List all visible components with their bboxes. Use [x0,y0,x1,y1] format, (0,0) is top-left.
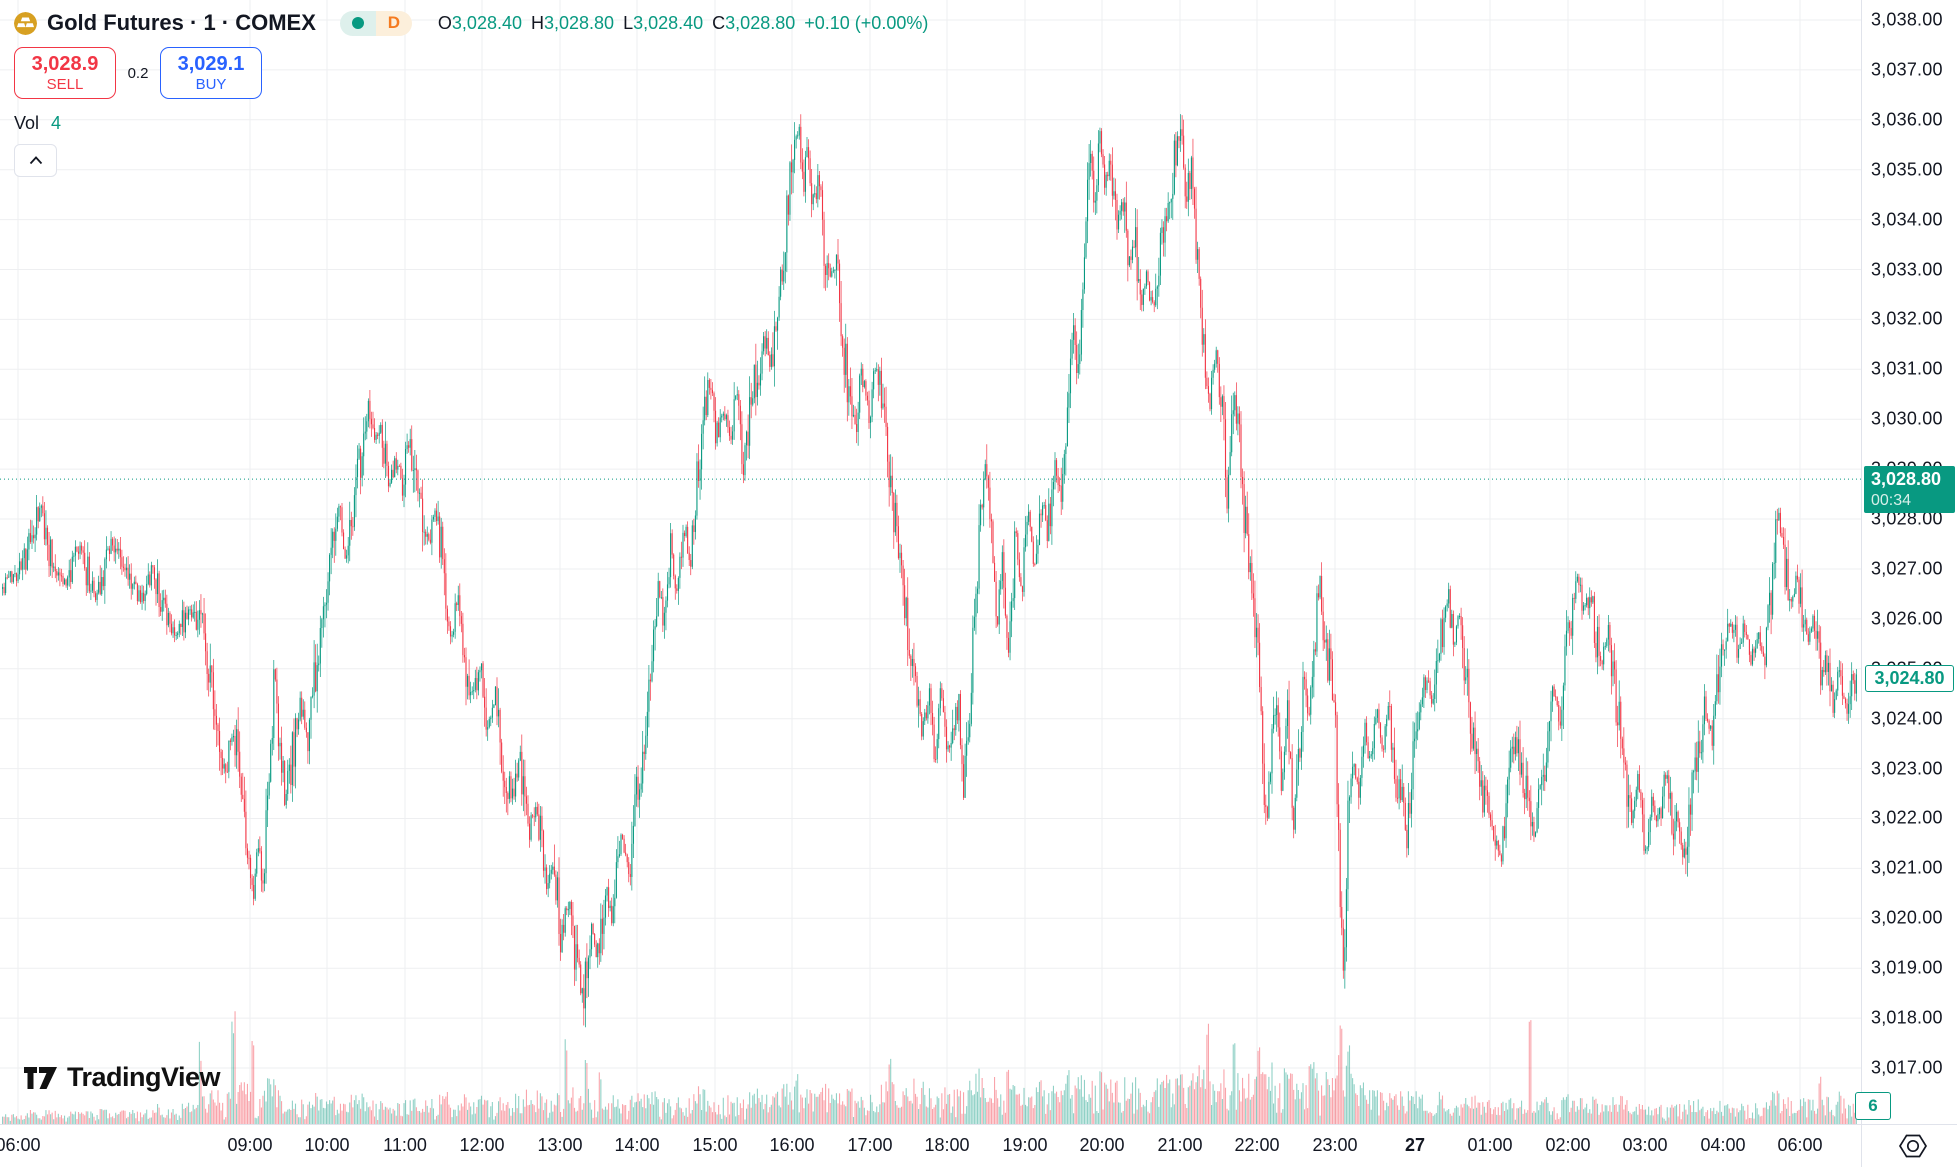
time-tick-label: 12:00 [459,1135,505,1155]
current-price-value: 3,028.80 [1871,469,1942,489]
chevron-up-icon [29,156,42,165]
time-tick-label: 16:00 [769,1135,815,1155]
price-axis[interactable]: 3,017.00 3,018.00 3,019.00 3,020.00 3,021.00… [1861,0,1957,1125]
time-tick-label: 09:00 [227,1135,273,1155]
time-tick-label: 10:00 [304,1135,350,1155]
time-tick-label: 04:00 [1700,1135,1746,1155]
change-value: +0.10 (+0.00%) [804,12,929,33]
price-tick-label: 3,022.00 [1871,807,1943,828]
buy-price: 3,029.1 [177,52,245,75]
price-tick-label: 3,030.00 [1871,408,1943,429]
price-tick-label: 3,035.00 [1871,159,1943,180]
price-tick-label: 3,032.00 [1871,308,1943,329]
price-tick-label: 3,028.00 [1871,508,1943,529]
price-tick-label: 3,020.00 [1871,907,1943,928]
price-tick-label: 3,019.00 [1871,957,1943,978]
time-tick-label: 06:00 [0,1135,41,1155]
price-tick-label: 3,031.00 [1871,358,1943,379]
time-axis[interactable]: 06:00 09:00 10:00 11:00 12:00 13:00 14:00 15:00… [0,1124,1862,1167]
pane-settings-icon[interactable] [1862,1125,1957,1167]
time-tick-label: 06:00 [1777,1135,1823,1155]
symbol-title[interactable]: Gold Futures · 1 · COMEX [47,10,316,35]
time-tick-label: 13:00 [537,1135,583,1155]
price-tick-label: 3,034.00 [1871,209,1943,230]
time-tick-label: 17:00 [847,1135,893,1155]
time-tick-label: 11:00 [383,1135,427,1155]
last-price-badge: 3,024.80 [1865,665,1954,692]
delayed-data-icon: D [375,10,412,36]
volume-label: Vol [14,113,40,133]
collapse-panel-button[interactable] [14,144,57,177]
volume-legend: Vol 4 [14,113,928,134]
sell-button[interactable]: 3,028.9 SELL [14,47,116,99]
time-tick-label: 27 [1404,1135,1426,1155]
ohlc-field: C3,028.80 [712,12,796,33]
time-tick-label: 20:00 [1079,1135,1125,1155]
time-tick-label: 19:00 [1002,1135,1048,1155]
ohlc-field: L3,028.40 [623,12,704,33]
price-tick-label: 3,037.00 [1871,59,1943,80]
price-tick-label: 3,026.00 [1871,608,1943,629]
axis-corner [1861,1124,1957,1167]
sell-price: 3,028.9 [31,52,99,75]
spread-value: 0.2 [127,64,149,82]
sell-label: SELL [46,75,84,93]
price-tick-label: 3,038.00 [1871,9,1943,30]
time-tick-label: 23:00 [1312,1135,1358,1155]
buy-label: BUY [195,75,227,93]
time-tick-label: 02:00 [1545,1135,1591,1155]
chart-legend: Gold Futures · 1 · COMEX D O3,028.40 H3,0… [14,8,928,177]
ohlc-values: O3,028.40 H3,028.80 L3,028.40 C3,028.80 +0.1… [438,13,928,34]
volume-axis-badge: 6 [1855,1092,1891,1120]
tradingview-logo-text: TradingView [67,1062,221,1092]
time-tick-label: 14:00 [614,1135,660,1155]
time-tick-label: 03:00 [1622,1135,1668,1155]
current-price-badge: 3,028.80 00:34 [1864,466,1955,513]
bar-countdown: 00:34 [1871,491,1912,509]
tradingview-watermark[interactable]: TradingView [24,1062,221,1093]
ohlc-field: H3,028.80 [531,12,615,33]
price-tick-label: 3,027.00 [1871,558,1943,579]
time-tick-label: 15:00 [692,1135,738,1155]
buy-button[interactable]: 3,029.1 BUY [160,47,262,99]
time-tick-label: 22:00 [1234,1135,1280,1155]
price-tick-label: 3,024.00 [1871,708,1943,729]
market-status-pill[interactable]: D [339,10,412,36]
price-tick-label: 3,018.00 [1871,1007,1943,1028]
volume-value: 4 [51,113,62,133]
market-status-icon [339,10,376,36]
price-tick-label: 3,023.00 [1871,758,1943,779]
time-tick-label: 01:00 [1467,1135,1513,1155]
gold-futures-logo [14,11,37,35]
price-tick-label: 3,036.00 [1871,109,1943,130]
ohlc-field: O3,028.40 [437,12,522,33]
price-tick-label: 3,021.00 [1871,857,1943,878]
tradingview-logo-icon [24,1066,57,1089]
price-tick-label: 3,017.00 [1871,1057,1943,1078]
time-tick-label: 21:00 [1157,1135,1203,1155]
price-tick-label: 3,033.00 [1871,259,1943,280]
time-tick-label: 18:00 [924,1135,970,1155]
